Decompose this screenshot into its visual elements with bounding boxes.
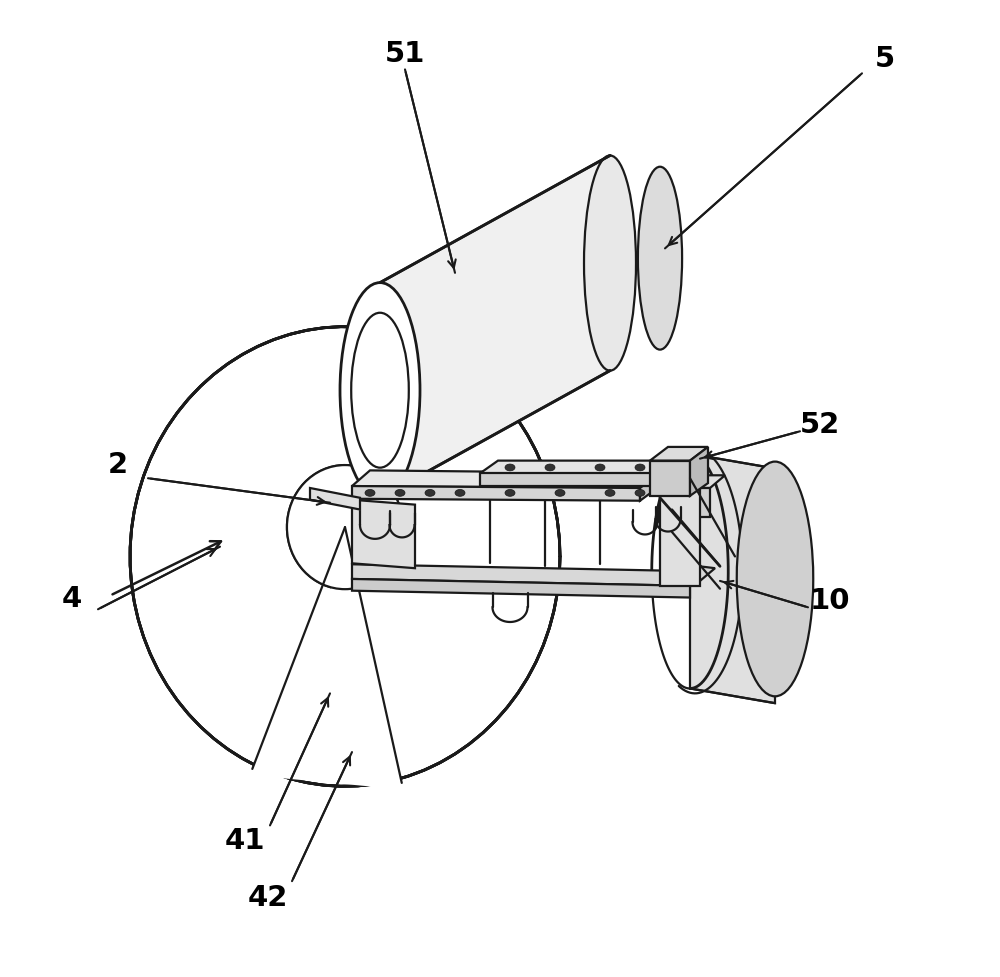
Polygon shape: [650, 461, 690, 496]
Ellipse shape: [545, 465, 555, 472]
Ellipse shape: [135, 332, 555, 782]
Ellipse shape: [635, 465, 645, 472]
Ellipse shape: [505, 490, 515, 497]
Ellipse shape: [340, 283, 420, 498]
Ellipse shape: [425, 490, 435, 497]
Text: 5: 5: [875, 45, 895, 72]
Polygon shape: [660, 461, 678, 487]
Ellipse shape: [655, 465, 665, 472]
Polygon shape: [310, 488, 360, 510]
Polygon shape: [352, 471, 660, 488]
Ellipse shape: [638, 167, 682, 351]
Polygon shape: [660, 488, 700, 586]
Ellipse shape: [130, 327, 560, 786]
Polygon shape: [352, 500, 415, 569]
Ellipse shape: [351, 314, 409, 468]
Ellipse shape: [635, 490, 645, 497]
Polygon shape: [480, 461, 678, 474]
Ellipse shape: [455, 490, 465, 497]
Ellipse shape: [287, 466, 403, 589]
Polygon shape: [650, 447, 708, 461]
Polygon shape: [380, 156, 610, 498]
Polygon shape: [675, 488, 710, 518]
Text: 52: 52: [800, 411, 840, 439]
Text: 41: 41: [225, 827, 265, 854]
Polygon shape: [690, 454, 775, 703]
Ellipse shape: [584, 156, 636, 371]
Ellipse shape: [395, 490, 405, 497]
Polygon shape: [352, 487, 640, 501]
Text: 10: 10: [810, 587, 850, 615]
Ellipse shape: [595, 465, 605, 472]
Ellipse shape: [555, 490, 565, 497]
Polygon shape: [352, 565, 690, 586]
Ellipse shape: [365, 490, 375, 497]
Ellipse shape: [505, 465, 515, 472]
Ellipse shape: [605, 490, 615, 497]
Text: 51: 51: [385, 40, 425, 67]
Text: 42: 42: [248, 883, 288, 911]
Polygon shape: [250, 557, 403, 789]
Polygon shape: [640, 474, 660, 501]
Text: 4: 4: [62, 584, 82, 612]
Ellipse shape: [737, 462, 813, 697]
Polygon shape: [660, 564, 715, 581]
Polygon shape: [690, 447, 708, 496]
Polygon shape: [480, 474, 660, 487]
Text: 2: 2: [108, 450, 128, 478]
Polygon shape: [352, 579, 690, 598]
Polygon shape: [675, 476, 725, 488]
